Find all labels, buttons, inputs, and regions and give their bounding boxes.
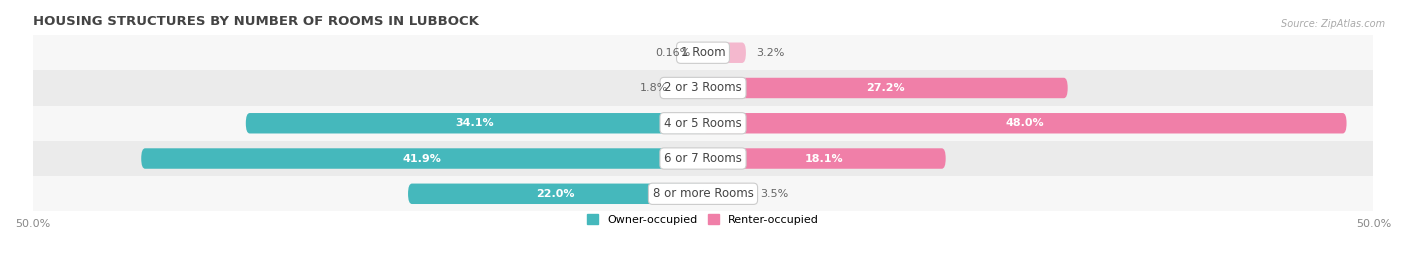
Bar <box>32 176 1374 211</box>
Text: 22.0%: 22.0% <box>536 189 575 199</box>
Text: 1.8%: 1.8% <box>640 83 668 93</box>
Text: 6 or 7 Rooms: 6 or 7 Rooms <box>664 152 742 165</box>
Text: 34.1%: 34.1% <box>456 118 494 128</box>
Text: 4 or 5 Rooms: 4 or 5 Rooms <box>664 117 742 130</box>
Bar <box>32 70 1374 106</box>
FancyBboxPatch shape <box>703 78 1067 98</box>
FancyBboxPatch shape <box>703 148 946 169</box>
FancyBboxPatch shape <box>141 148 703 169</box>
Text: 8 or more Rooms: 8 or more Rooms <box>652 187 754 200</box>
FancyBboxPatch shape <box>679 78 703 98</box>
Text: 27.2%: 27.2% <box>866 83 904 93</box>
FancyBboxPatch shape <box>703 183 749 204</box>
Text: 41.9%: 41.9% <box>402 154 441 164</box>
Text: 2 or 3 Rooms: 2 or 3 Rooms <box>664 82 742 94</box>
Bar <box>32 106 1374 141</box>
Text: 1 Room: 1 Room <box>681 46 725 59</box>
Text: 48.0%: 48.0% <box>1005 118 1045 128</box>
FancyBboxPatch shape <box>246 113 703 133</box>
Text: 3.2%: 3.2% <box>756 48 785 58</box>
Text: Source: ZipAtlas.com: Source: ZipAtlas.com <box>1281 19 1385 29</box>
Text: 0.16%: 0.16% <box>655 48 690 58</box>
FancyBboxPatch shape <box>703 43 747 63</box>
Text: 3.5%: 3.5% <box>761 189 789 199</box>
FancyBboxPatch shape <box>408 183 703 204</box>
FancyBboxPatch shape <box>703 113 1347 133</box>
FancyBboxPatch shape <box>699 43 704 63</box>
Bar <box>32 141 1374 176</box>
Text: HOUSING STRUCTURES BY NUMBER OF ROOMS IN LUBBOCK: HOUSING STRUCTURES BY NUMBER OF ROOMS IN… <box>32 15 478 28</box>
Text: 18.1%: 18.1% <box>806 154 844 164</box>
Legend: Owner-occupied, Renter-occupied: Owner-occupied, Renter-occupied <box>582 210 824 229</box>
Bar <box>32 35 1374 70</box>
